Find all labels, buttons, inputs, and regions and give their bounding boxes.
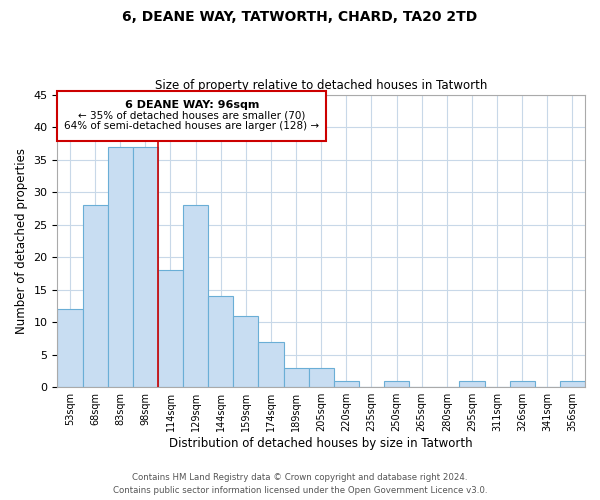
Bar	[259, 342, 284, 387]
Bar	[308, 368, 334, 387]
X-axis label: Distribution of detached houses by size in Tatworth: Distribution of detached houses by size …	[169, 437, 473, 450]
Bar	[83, 205, 107, 387]
Bar	[107, 146, 133, 387]
Bar	[58, 309, 83, 387]
Bar	[133, 146, 158, 387]
Text: 6 DEANE WAY: 96sqm: 6 DEANE WAY: 96sqm	[125, 100, 259, 110]
Text: 64% of semi-detached houses are larger (128) →: 64% of semi-detached houses are larger (…	[64, 120, 319, 130]
Bar	[509, 380, 535, 387]
Title: Size of property relative to detached houses in Tatworth: Size of property relative to detached ho…	[155, 79, 487, 92]
Y-axis label: Number of detached properties: Number of detached properties	[15, 148, 28, 334]
Bar	[58, 92, 326, 142]
Bar	[460, 380, 485, 387]
Bar	[384, 380, 409, 387]
Bar	[284, 368, 308, 387]
Bar	[334, 380, 359, 387]
Bar	[208, 296, 233, 387]
Bar	[560, 380, 585, 387]
Bar	[183, 205, 208, 387]
Bar	[233, 316, 259, 387]
Text: ← 35% of detached houses are smaller (70): ← 35% of detached houses are smaller (70…	[78, 111, 305, 121]
Text: Contains HM Land Registry data © Crown copyright and database right 2024.
Contai: Contains HM Land Registry data © Crown c…	[113, 474, 487, 495]
Bar	[158, 270, 183, 387]
Text: 6, DEANE WAY, TATWORTH, CHARD, TA20 2TD: 6, DEANE WAY, TATWORTH, CHARD, TA20 2TD	[122, 10, 478, 24]
